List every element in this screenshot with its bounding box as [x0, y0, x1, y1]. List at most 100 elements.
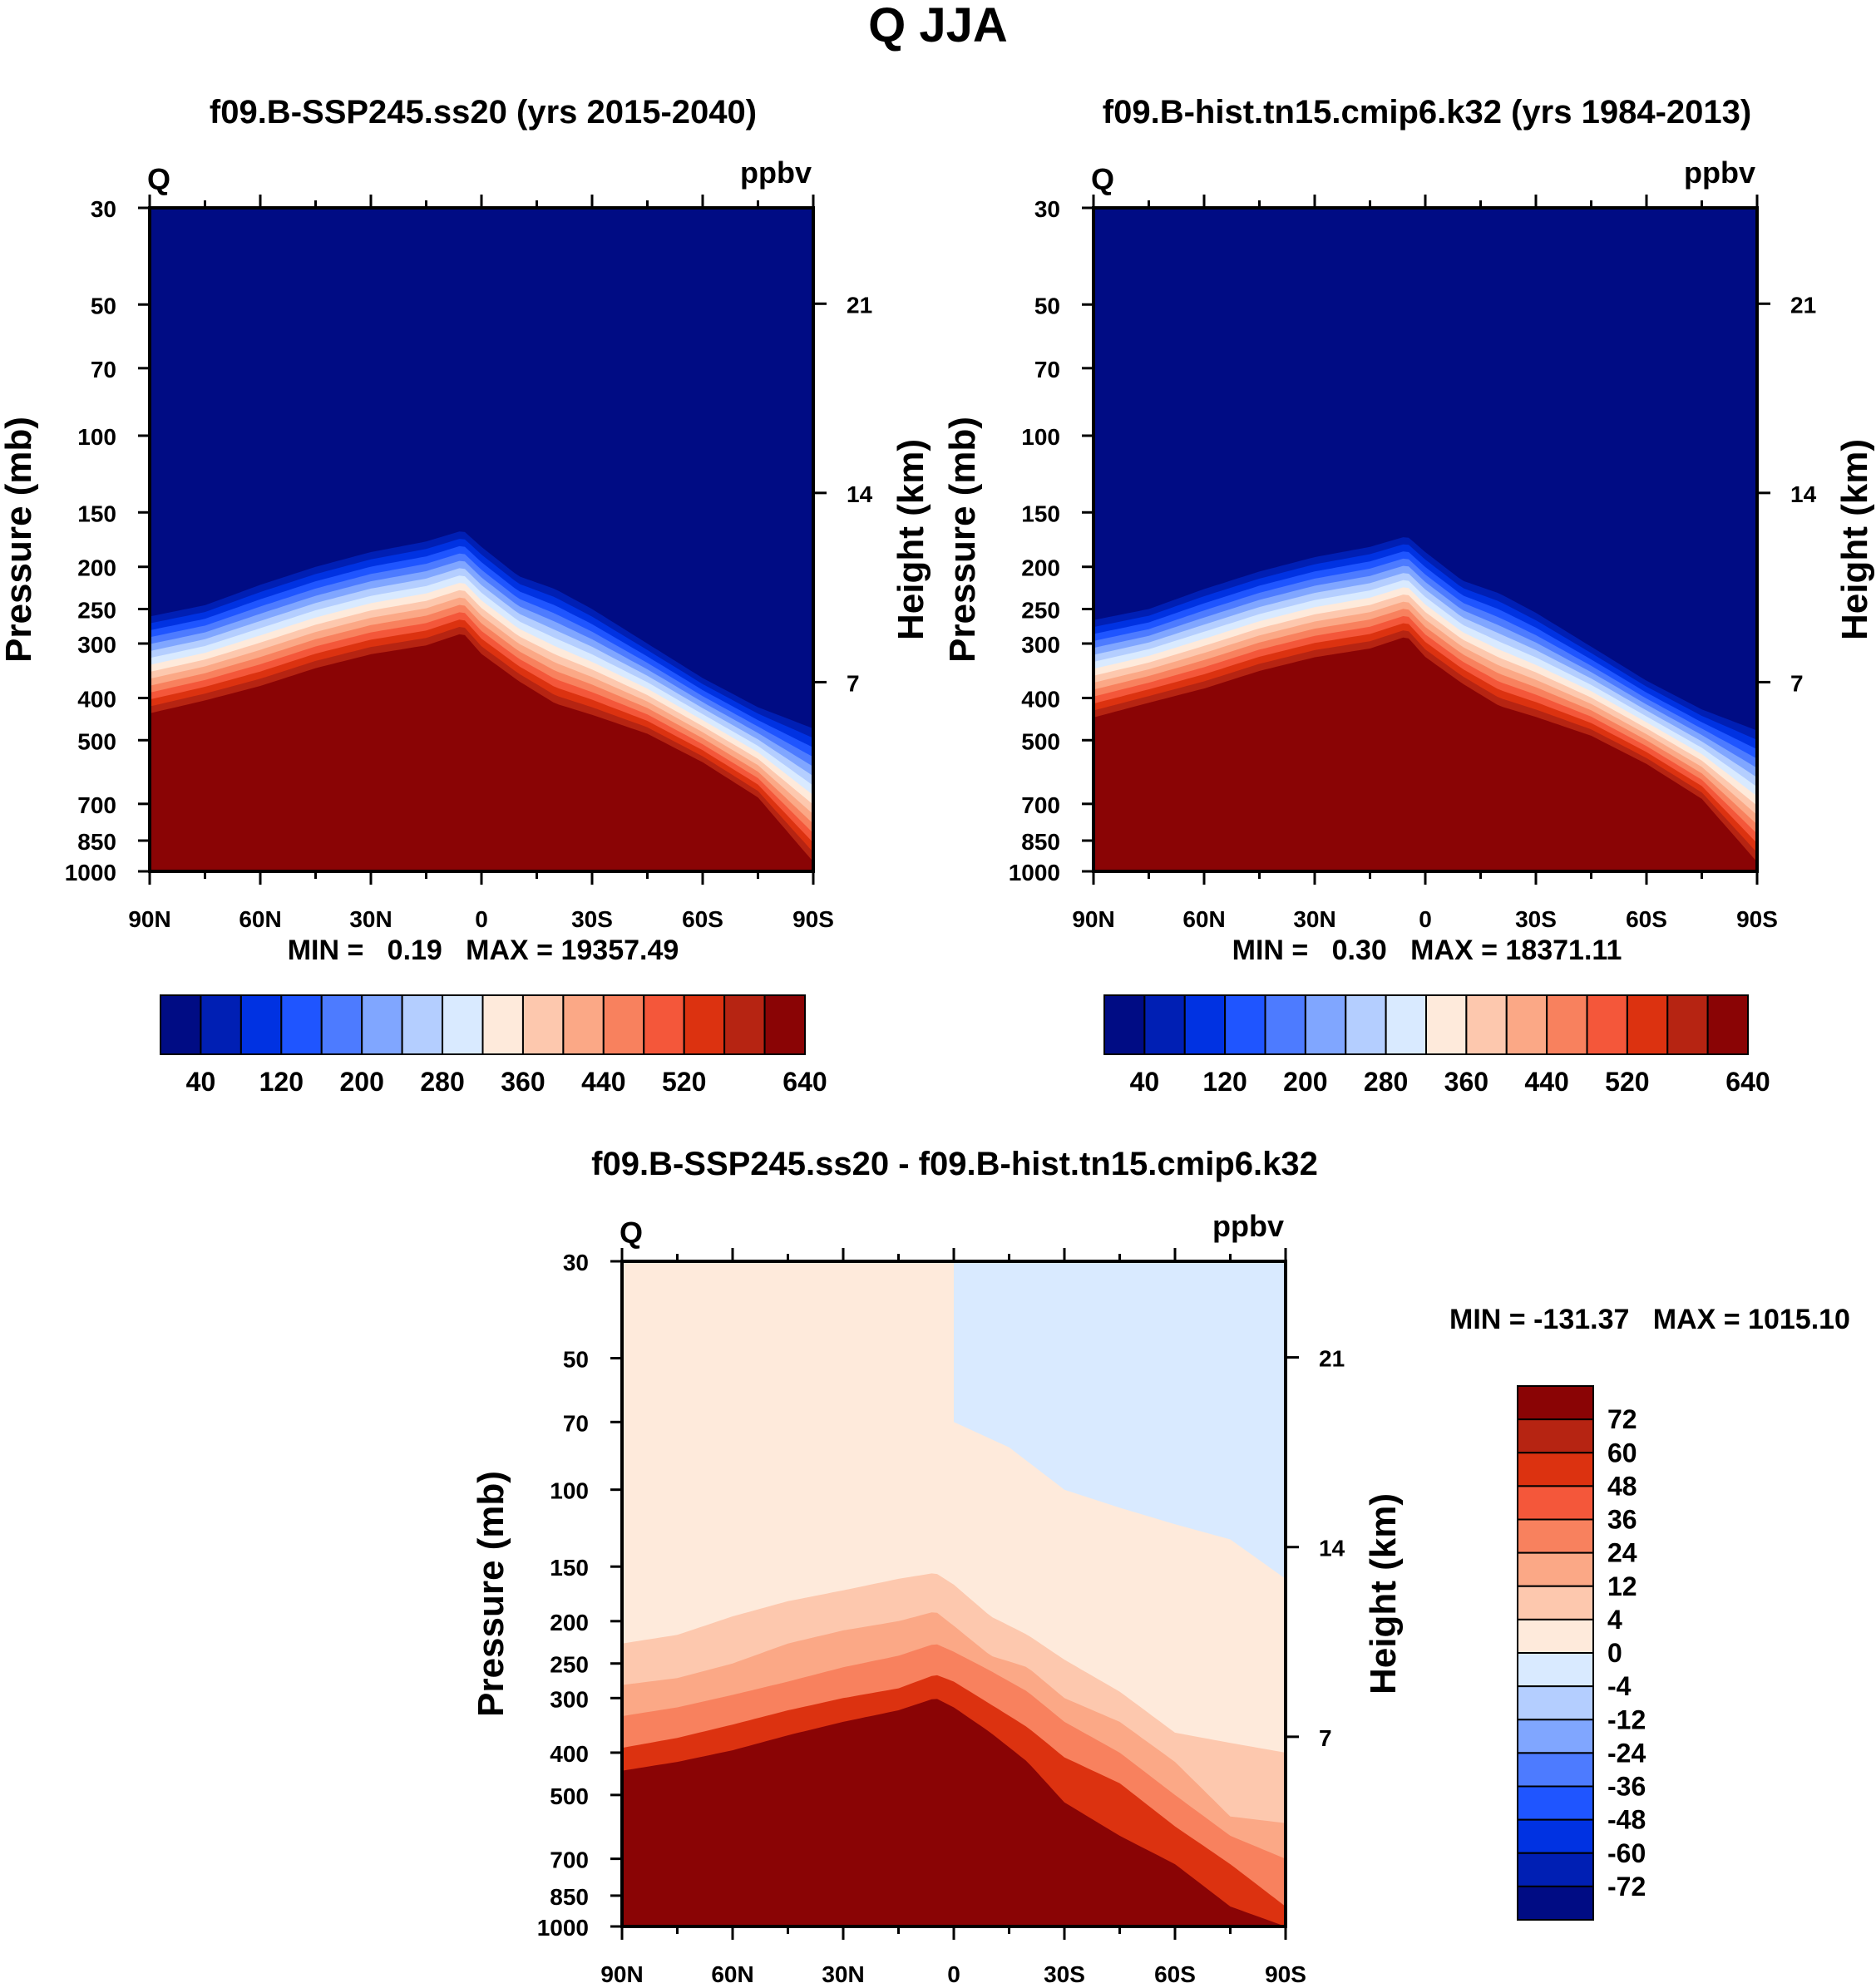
- colorbar-label: -4: [1607, 1671, 1632, 1701]
- panel-stats-diff: MIN = -131.37 MAX = 1015.10: [1449, 1304, 1850, 1335]
- colorbar-label: 48: [1607, 1471, 1637, 1501]
- colorbar-label: 440: [1524, 1067, 1568, 1097]
- colorbar-label: -24: [1607, 1738, 1646, 1768]
- colorbar-label: 60: [1607, 1438, 1637, 1468]
- height-tick-label: 14: [1319, 1536, 1345, 1561]
- pressure-tick-label: 100: [550, 1478, 589, 1504]
- pressure-tick-label: 500: [1021, 728, 1060, 754]
- pressure-tick-label: 500: [550, 1783, 589, 1809]
- colorbar-label: -48: [1607, 1805, 1646, 1835]
- y-axis-title-right: Height (km): [891, 439, 931, 640]
- colorbar-swatch: [1517, 1585, 1594, 1620]
- colorbar-label: 40: [186, 1067, 216, 1097]
- pressure-tick-label: 50: [1034, 293, 1060, 318]
- pressure-tick-label: 200: [1021, 555, 1060, 581]
- colorbar-label: -12: [1607, 1704, 1646, 1734]
- units-label: ppbv: [740, 155, 812, 190]
- colorbar-label: 24: [1607, 1538, 1637, 1568]
- colorbar-label: 640: [782, 1067, 827, 1097]
- pressure-tick-label: 850: [1021, 829, 1060, 855]
- lat-tick-label: 30S: [1044, 1961, 1085, 1983]
- pressure-tick-label: 250: [550, 1652, 589, 1678]
- colorbar-swatch: [1517, 1485, 1594, 1521]
- colorbar-swatch: [1304, 994, 1347, 1055]
- colorbar-swatch: [1666, 994, 1709, 1055]
- colorbar-swatch: [1345, 994, 1387, 1055]
- lat-tick-label: 60S: [1626, 906, 1667, 932]
- height-tick-label: 14: [1790, 481, 1817, 507]
- colorbar-label: 360: [501, 1067, 545, 1097]
- pressure-tick-label: 70: [1034, 357, 1060, 382]
- height-tick-label: 21: [1319, 1346, 1345, 1372]
- lat-tick-label: 60S: [1154, 1961, 1196, 1983]
- y-axis-title: Pressure (mb): [0, 417, 39, 663]
- pressure-tick-label: 200: [550, 1610, 589, 1635]
- variable-label: Q: [1091, 162, 1114, 196]
- colorbar-swatch: [1517, 1652, 1594, 1688]
- lat-tick-label: 90S: [1265, 1961, 1306, 1983]
- colorbar-swatch: [723, 994, 766, 1055]
- y-axis-title-right: Height (km): [1834, 439, 1875, 640]
- colorbar-swatch: [320, 994, 363, 1055]
- colorbar-swatch: [683, 994, 726, 1055]
- panel-stats-ssp245: MIN = 0.19 MAX = 19357.49: [288, 935, 679, 966]
- pressure-tick-label: 1000: [537, 1915, 589, 1941]
- colorbar-label: 200: [1283, 1067, 1327, 1097]
- colorbar-swatch: [1425, 994, 1468, 1055]
- height-tick-label: 21: [847, 292, 872, 318]
- colorbar-swatch: [481, 994, 524, 1055]
- colorbar-swatch: [1183, 994, 1227, 1055]
- colorbar-swatch: [1517, 1785, 1594, 1821]
- pressure-tick-label: 850: [550, 1884, 589, 1910]
- units-label: ppbv: [1212, 1209, 1284, 1243]
- colorbar-swatch: [643, 994, 685, 1055]
- axes-hist: 3050701001502002503004005007008501000211…: [942, 155, 1875, 932]
- lat-tick-label: 30N: [1293, 906, 1335, 932]
- colorbar-label: 520: [662, 1067, 706, 1097]
- pressure-tick-label: 400: [77, 686, 116, 712]
- pressure-tick-label: 100: [77, 424, 116, 450]
- lat-tick-label: 30S: [1515, 906, 1557, 932]
- pressure-tick-label: 100: [1021, 424, 1060, 450]
- lat-tick-label: 0: [947, 1961, 960, 1983]
- colorbar-swatch: [1517, 1418, 1594, 1454]
- colorbar-swatch: [763, 994, 806, 1055]
- colorbar-label: 520: [1605, 1067, 1649, 1097]
- colorbar-label: -60: [1607, 1838, 1646, 1868]
- height-tick-label: 7: [1319, 1725, 1332, 1751]
- colorbar-label: -36: [1607, 1772, 1646, 1802]
- height-tick-label: 7: [847, 670, 860, 696]
- lat-tick-label: 90S: [792, 906, 834, 932]
- pressure-tick-label: 700: [1021, 792, 1060, 818]
- pressure-tick-label: 300: [550, 1686, 589, 1712]
- colorbar-swatch: [1224, 994, 1266, 1055]
- lat-tick-label: 90N: [1072, 906, 1114, 932]
- lat-tick-label: 0: [1419, 906, 1432, 932]
- colorbar-swatch: [1517, 1618, 1594, 1654]
- pressure-tick-label: 150: [550, 1555, 589, 1581]
- colorbar-label: 200: [339, 1067, 383, 1097]
- colorbar-label: 0: [1607, 1638, 1622, 1668]
- field-hist: [1094, 208, 1757, 871]
- lat-tick-label: 60N: [711, 1961, 753, 1983]
- pressure-tick-label: 500: [77, 728, 116, 754]
- pressure-tick-label: 50: [91, 293, 116, 318]
- colorbar-swatch: [602, 994, 645, 1055]
- panel-title-ssp245: f09.B-SSP245.ss20 (yrs 2015-2040): [210, 94, 757, 131]
- pressure-tick-label: 700: [550, 1847, 589, 1873]
- panel-stats-hist: MIN = 0.30 MAX = 18371.11: [1232, 935, 1622, 966]
- field-band-hist: [1094, 637, 1757, 871]
- panel-title-hist: f09.B-hist.tn15.cmip6.k32 (yrs 1984-2013…: [1103, 94, 1751, 131]
- pressure-tick-label: 700: [77, 792, 116, 818]
- colorbar-swatch: [1517, 1385, 1594, 1421]
- colorbar-hist: 40 120 200 280 360 440 520 640: [1103, 994, 1770, 1097]
- colorbar-label: 4: [1607, 1605, 1622, 1635]
- colorbar-swatch: [1465, 994, 1508, 1055]
- pressure-tick-label: 250: [1021, 598, 1060, 624]
- field-band-ssp245: [150, 634, 813, 871]
- colorbar-swatch: [1103, 994, 1146, 1055]
- colorbar-swatch: [1517, 1885, 1594, 1921]
- pressure-tick-label: 300: [1021, 632, 1060, 658]
